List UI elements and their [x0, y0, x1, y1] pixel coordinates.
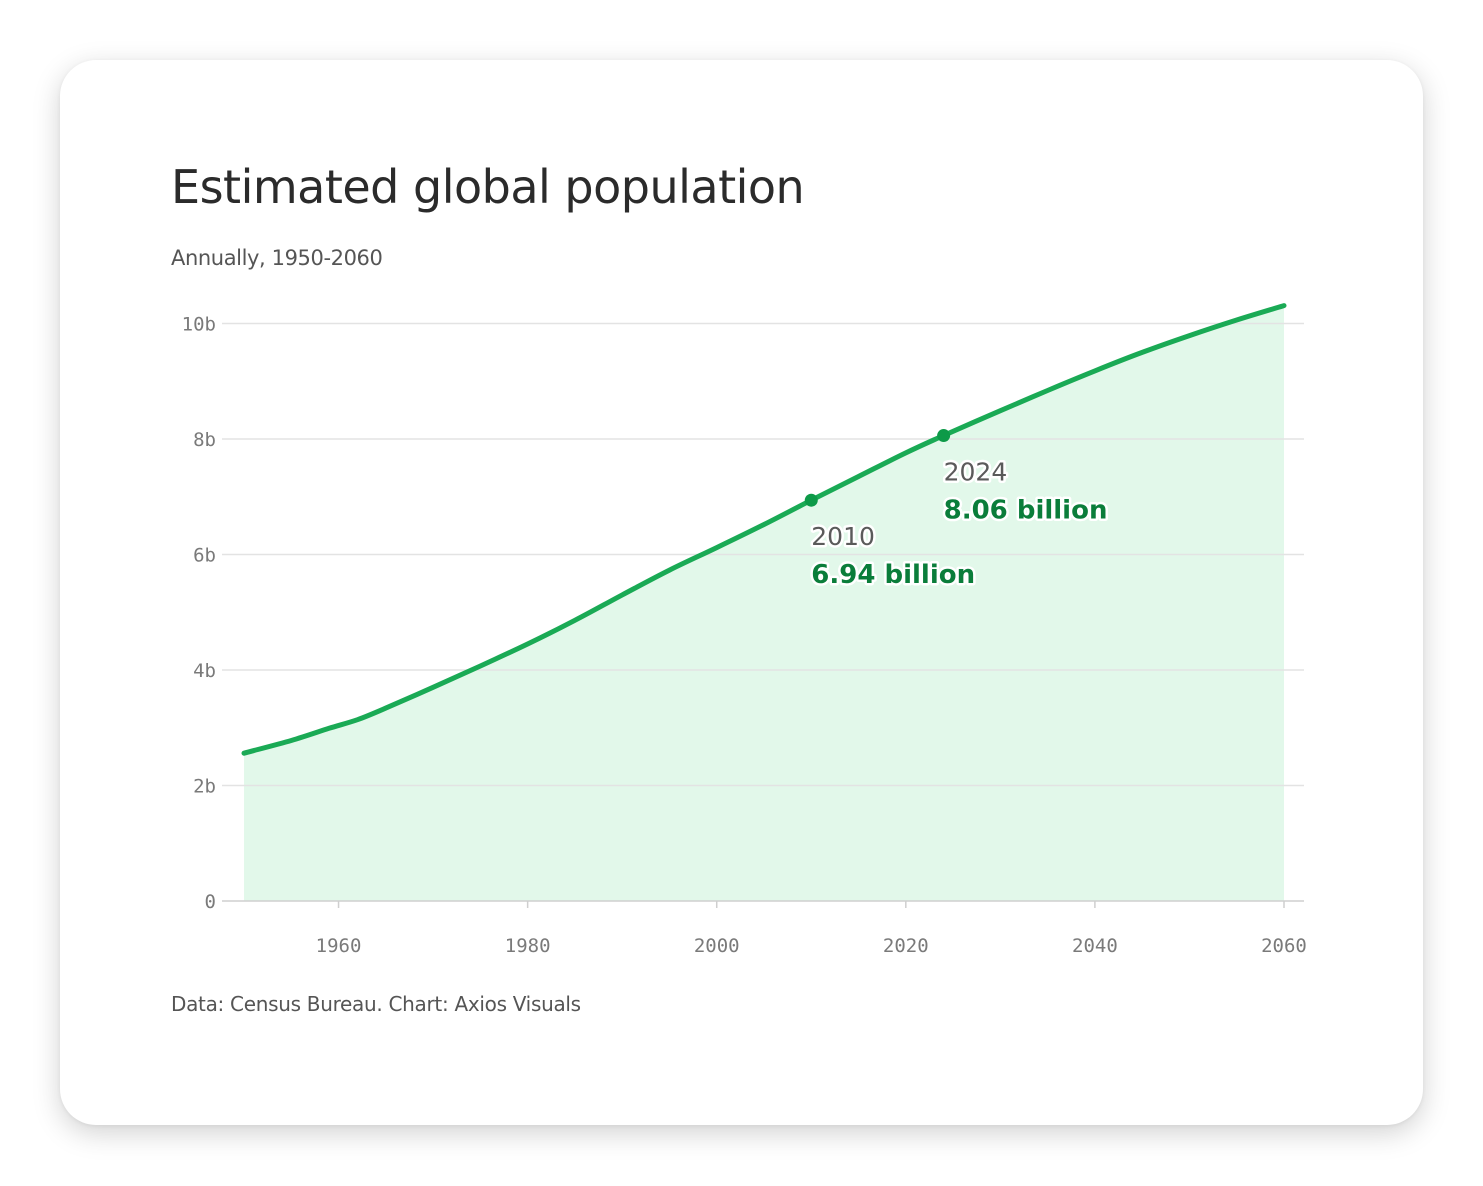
y-tick-label: 4b	[193, 660, 216, 682]
chart-subtitle: Annually, 1950-2060	[171, 246, 383, 270]
y-tick-label: 10b	[182, 314, 216, 336]
annotation-value-label: 8.06 billion	[944, 496, 1108, 526]
area-fill	[244, 305, 1284, 902]
y-tick-label: 2b	[193, 776, 216, 798]
annotation-year-label: 2010	[811, 522, 875, 551]
chart-source: Data: Census Bureau. Chart: Axios Visual…	[171, 992, 581, 1016]
y-tick-label: 6b	[193, 545, 216, 567]
x-tick-label: 1960	[316, 935, 362, 957]
x-tick-label: 2060	[1261, 935, 1307, 957]
y-tick-label: 8b	[193, 429, 216, 451]
x-tick-label: 2040	[1072, 935, 1118, 957]
annotation-year-label: 2024	[944, 458, 1008, 487]
x-tick-label: 2000	[694, 935, 740, 957]
annotation-marker	[937, 429, 951, 443]
chart-title: Estimated global population	[171, 160, 805, 214]
x-tick-label: 1980	[505, 935, 551, 957]
population-line	[241, 303, 1287, 756]
annotation-marker	[804, 493, 818, 507]
x-tick-label: 2020	[883, 935, 929, 957]
annotation-value-label: 6.94 billion	[811, 560, 975, 590]
y-tick-label: 0	[205, 891, 216, 913]
